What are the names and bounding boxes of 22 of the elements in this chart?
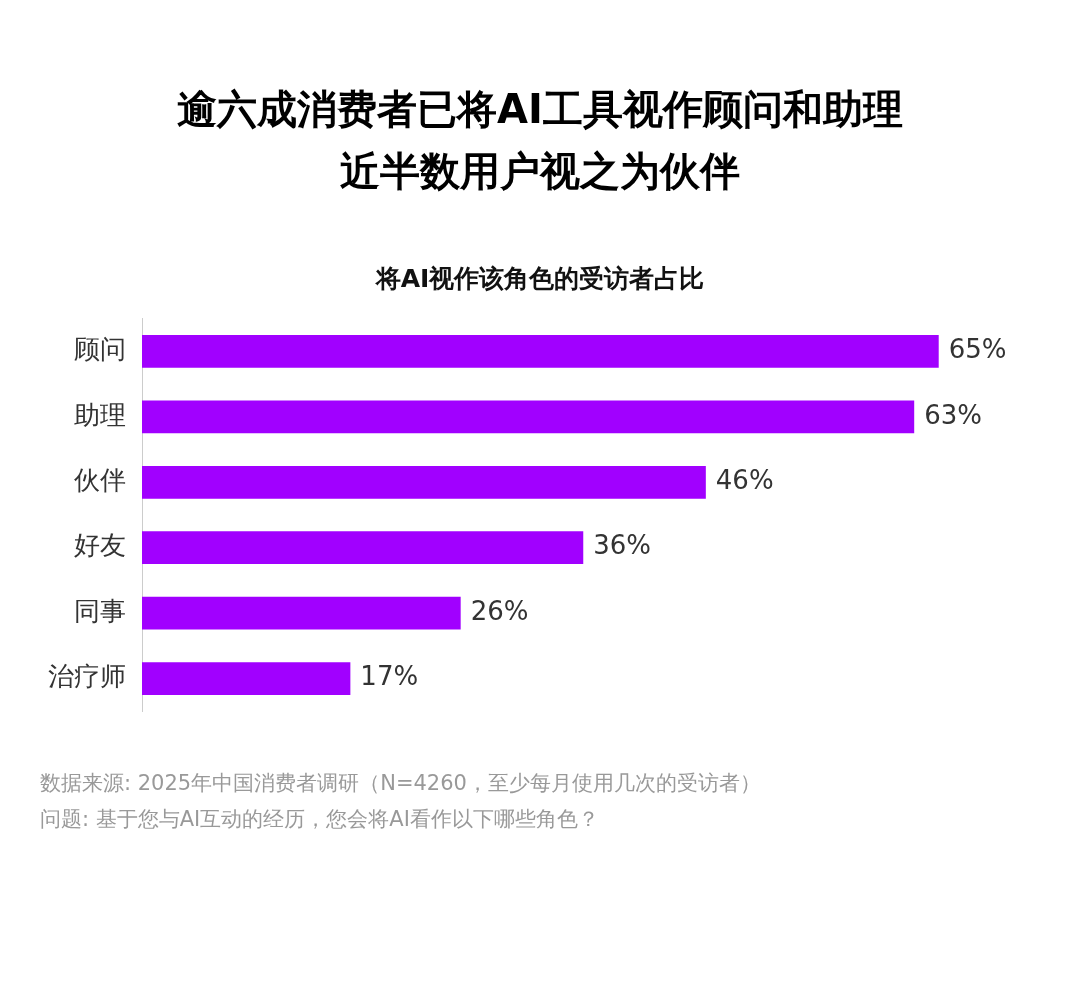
bar — [142, 400, 915, 434]
chart-title: 逾六成消费者已将AI工具视作顾问和助理近半数用户视之为伙伴 — [176, 85, 904, 196]
y-tick-label: 伙伴 — [74, 465, 126, 496]
text: 问题: 基于您与AI互动的经历，您会将AI看作以下哪些角色？ — [40, 806, 600, 833]
y-tick-label: 治疗师 — [48, 661, 126, 692]
data-label: 65% — [948, 334, 1007, 365]
data-label: 36% — [593, 530, 652, 561]
data-label: 63% — [924, 399, 982, 430]
bar — [142, 334, 939, 368]
data-label: 26% — [470, 595, 529, 626]
chart-subtitle: 将AI视作该角色的受访者占比 — [374, 263, 706, 295]
data-label: 46% — [715, 465, 774, 496]
y-tick-label: 助理 — [74, 399, 126, 430]
bar — [142, 596, 461, 630]
y-tick-label: 同事 — [74, 595, 126, 626]
y-tick-label: 好友 — [74, 530, 126, 561]
source-note: 数据来源: 2025年中国消费者调研（N=4260，至少每月使用几次的受访者） — [40, 770, 762, 797]
bar — [142, 465, 706, 499]
data-label: 17% — [360, 661, 419, 692]
bar — [142, 531, 584, 565]
bar — [142, 662, 351, 696]
y-tick-label: 顾问 — [74, 334, 126, 365]
